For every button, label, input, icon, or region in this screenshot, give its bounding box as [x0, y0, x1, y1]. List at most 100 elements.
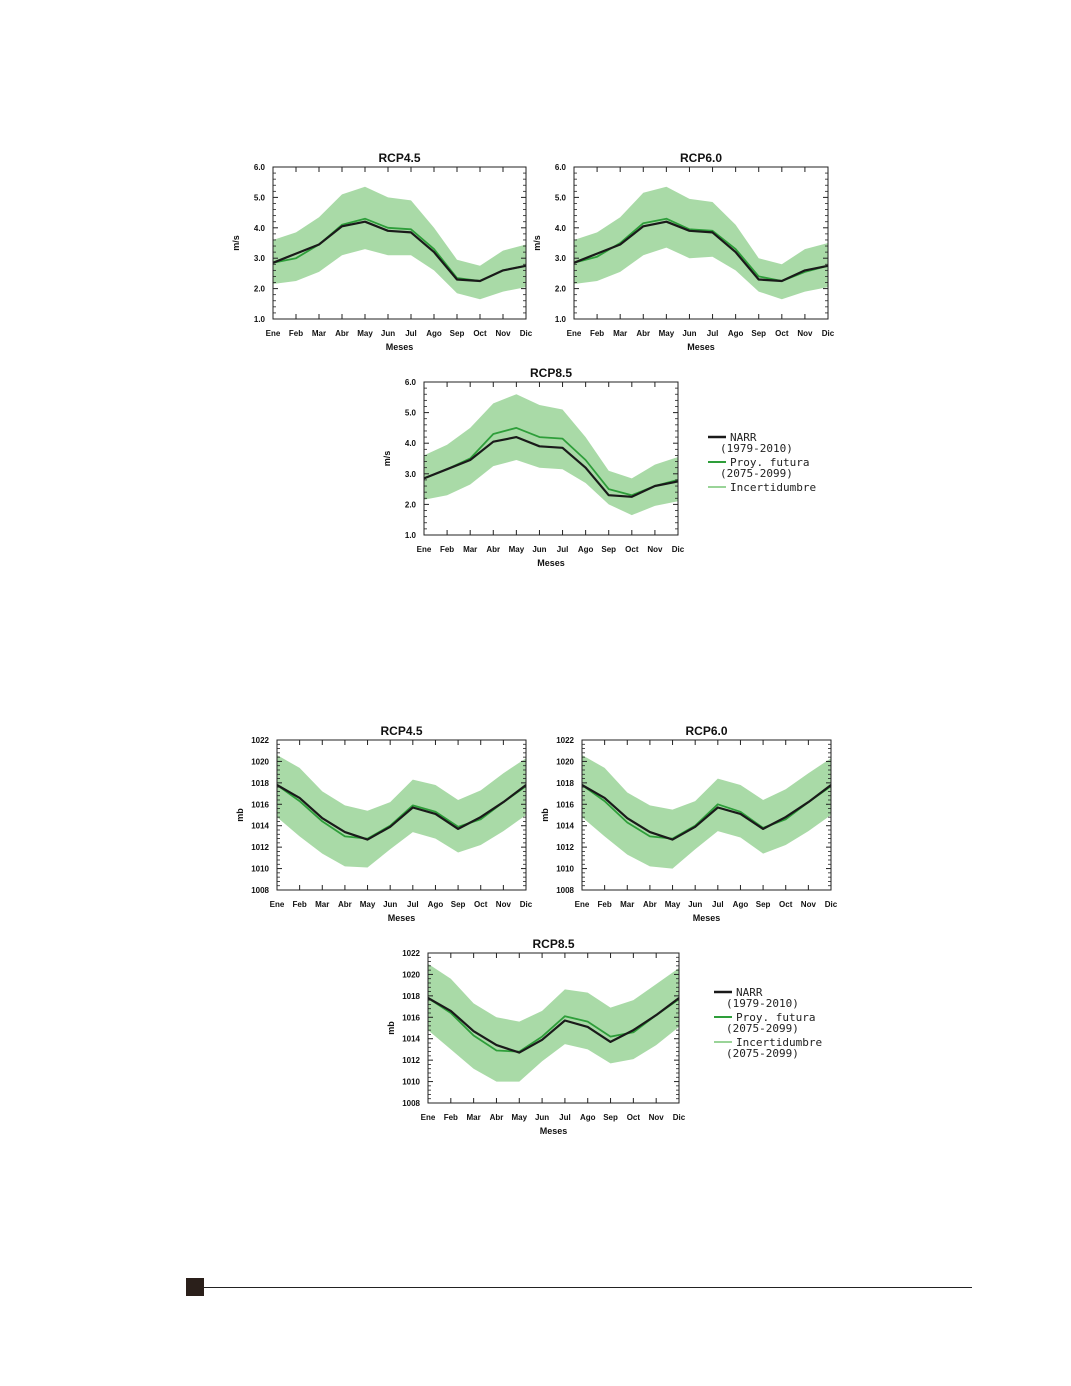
y-tick-label: 5.0 [254, 193, 266, 202]
y-axis-label: m/s [532, 235, 542, 251]
x-tick-label: Oct [775, 329, 789, 338]
series-line-proyeccion [423, 427, 679, 497]
x-tick-label: Ene [266, 329, 281, 338]
y-tick-label: 6.0 [405, 378, 417, 387]
y-tick-label: 1.0 [405, 531, 417, 540]
x-tick-label: May [357, 329, 373, 338]
x-tick-label: Jun [682, 329, 696, 338]
x-tick-label: May [360, 900, 376, 909]
y-tick-label: 1014 [402, 1035, 420, 1044]
series-line-proyeccion [581, 784, 832, 840]
y-tick-label: 1010 [251, 865, 269, 874]
legend-label: Incertidumbre [736, 1036, 822, 1049]
y-tick-label: 1012 [251, 843, 269, 852]
y-tick-label: 1018 [251, 779, 269, 788]
uncertainty-band [273, 186, 526, 300]
x-tick-label: Ene [567, 329, 582, 338]
series-line-narr [427, 997, 680, 1054]
y-axis-label: m/s [231, 235, 241, 251]
y-tick-label: 1012 [402, 1056, 420, 1065]
x-tick-label: Jun [383, 900, 397, 909]
legend-label-period: (1979-2010) [726, 997, 799, 1010]
x-tick-label: Sep [450, 329, 465, 338]
y-tick-label: 1018 [402, 992, 420, 1001]
chart-panel-2: 1.0 2.0 3.0 4.0 5.0 6.0 Ene Feb Mar Abr May Jun Jul A… [532, 151, 835, 352]
series-line-narr [423, 436, 679, 498]
x-tick-label: Mar [620, 900, 634, 909]
x-tick-label: Oct [779, 900, 793, 909]
x-tick-label: Nov [649, 1113, 665, 1122]
series-line-narr [573, 220, 829, 283]
uncertainty-band [428, 963, 679, 1082]
y-tick-label: 2.0 [405, 500, 417, 509]
x-tick-label: May [665, 900, 681, 909]
chart-panel-4: 1008 1010 1012 1014 1016 1018 1020 1022 Ene Feb Ma… [235, 724, 533, 923]
y-tick-label: 2.0 [555, 285, 567, 294]
x-tick-label: Sep [751, 329, 766, 338]
x-tick-label: Dic [822, 329, 835, 338]
x-axis-label: Meses [537, 558, 565, 568]
x-tick-label: Ene [575, 900, 590, 909]
x-tick-label: Ago [426, 329, 442, 338]
x-tick-label: Nov [495, 329, 511, 338]
series-line-narr [581, 784, 832, 841]
x-tick-label: Abr [335, 329, 349, 338]
plot-frame [427, 952, 680, 1104]
chart-title: RCP8.5 [532, 937, 574, 951]
x-tick-label: Abr [338, 900, 352, 909]
x-tick-label: Oct [625, 545, 639, 554]
y-tick-label: 1.0 [254, 315, 266, 324]
y-tick-label: 3.0 [555, 254, 567, 263]
x-tick-label: Jul [557, 545, 569, 554]
x-tick-label: Dic [520, 329, 533, 338]
x-tick-label: Feb [590, 329, 604, 338]
y-axis-label: mb [540, 808, 550, 822]
uncertainty-band [582, 755, 831, 869]
x-tick-label: Ago [733, 900, 749, 909]
chart-title: RCP4.5 [380, 724, 422, 738]
y-tick-label: 1008 [402, 1099, 420, 1108]
x-tick-label: Ago [728, 329, 744, 338]
y-tick-label: 1014 [251, 822, 269, 831]
chart-panel-1: 1.0 2.0 3.0 4.0 5.0 6.0 Ene Feb Mar Abr May Jun Jul A… [231, 151, 533, 352]
x-tick-label: Feb [598, 900, 612, 909]
x-tick-label: Abr [490, 1113, 504, 1122]
x-tick-label: Mar [613, 329, 627, 338]
legend: NARR(1979-2010)Proy. futura(2075-2099)In… [714, 986, 822, 1060]
y-tick-label: 3.0 [405, 470, 417, 479]
uncertainty-band [424, 394, 678, 516]
x-tick-label: Mar [315, 900, 329, 909]
x-tick-label: Sep [756, 900, 771, 909]
x-tick-label: Jul [707, 329, 719, 338]
plot-frame [423, 381, 679, 536]
x-tick-label: Jun [381, 329, 395, 338]
legend-label-period: (2075-2099) [726, 1022, 799, 1035]
y-tick-label: 1020 [402, 970, 420, 979]
chart-panel-3: 1.0 2.0 3.0 4.0 5.0 6.0 Ene Feb Mar Abr May Jun Jul A… [382, 366, 816, 568]
x-tick-label: Jun [688, 900, 702, 909]
x-tick-label: Dic [673, 1113, 686, 1122]
x-tick-label: Mar [463, 545, 477, 554]
y-tick-label: 5.0 [405, 409, 417, 418]
y-tick-label: 4.0 [254, 224, 266, 233]
x-tick-label: Nov [801, 900, 817, 909]
x-tick-label: Abr [486, 545, 500, 554]
legend-label: Proy. futura [730, 456, 809, 469]
series-line-narr [272, 220, 527, 283]
x-tick-label: Mar [467, 1113, 481, 1122]
x-tick-label: Ago [578, 545, 594, 554]
x-tick-label: Dic [672, 545, 685, 554]
x-tick-label: Jun [535, 1113, 549, 1122]
plot-frame [573, 166, 829, 320]
x-tick-label: Oct [474, 900, 488, 909]
x-tick-label: Jul [712, 900, 724, 909]
legend-label-period: (2075-2099) [726, 1047, 799, 1060]
x-tick-label: Feb [293, 900, 307, 909]
y-tick-label: 1008 [556, 886, 574, 895]
x-tick-label: Abr [643, 900, 657, 909]
x-tick-label: Sep [601, 545, 616, 554]
x-tick-label: Jun [532, 545, 546, 554]
x-tick-label: May [509, 545, 525, 554]
x-tick-label: Ago [580, 1113, 596, 1122]
y-tick-label: 4.0 [555, 224, 567, 233]
